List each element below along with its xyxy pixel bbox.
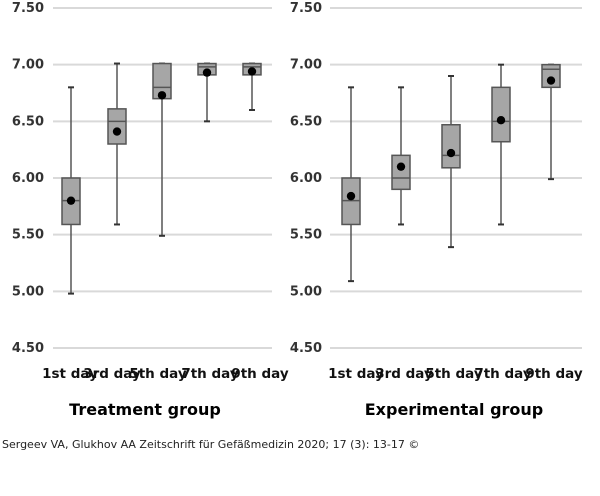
x-tick-label: 5th day bbox=[425, 366, 483, 382]
x-tick-label: 3rd day bbox=[375, 366, 433, 382]
box-2 bbox=[107, 62, 127, 226]
y-tick-label: 5.00 bbox=[12, 284, 44, 299]
x-tick-label: 3rd day bbox=[83, 366, 141, 382]
y-tick-label: 6.00 bbox=[12, 171, 44, 186]
y-tick-label: 6.50 bbox=[290, 114, 322, 129]
y-tick-label: 7.50 bbox=[290, 1, 322, 16]
x-tick-label: 1st day bbox=[42, 366, 98, 382]
box-1 bbox=[61, 86, 81, 295]
box-2 bbox=[391, 86, 411, 226]
y-tick-label: 7.00 bbox=[290, 58, 322, 73]
mean-marker bbox=[112, 127, 122, 136]
mean-marker bbox=[496, 116, 506, 125]
y-tick-label: 4.50 bbox=[12, 341, 44, 356]
y-tick-label: 4.50 bbox=[290, 341, 322, 356]
iqr-box bbox=[491, 86, 511, 143]
mean-marker bbox=[66, 196, 76, 205]
source-credit: Sergeev VA, Glukhov AA Zeitschrift für G… bbox=[2, 438, 420, 451]
mean-marker bbox=[396, 162, 406, 171]
iqr-box bbox=[441, 123, 461, 169]
y-tick-label: 5.50 bbox=[290, 228, 322, 243]
y-tick-label: 6.00 bbox=[290, 171, 322, 186]
box-4 bbox=[491, 63, 511, 226]
x-tick-label: 5th day bbox=[129, 366, 187, 382]
y-tick-label: 7.00 bbox=[12, 58, 44, 73]
iqr-box bbox=[541, 63, 561, 89]
x-tick-label: 9th day bbox=[231, 366, 289, 382]
y-tick-label: 6.50 bbox=[12, 114, 44, 129]
mean-marker bbox=[247, 67, 257, 76]
box-5 bbox=[242, 62, 262, 111]
y-tick-label: 7.50 bbox=[12, 1, 44, 16]
x-tick-label: 7th day bbox=[181, 366, 239, 382]
y-tick-label: 5.00 bbox=[290, 284, 322, 299]
iqr-box bbox=[107, 108, 127, 145]
box-3 bbox=[441, 75, 461, 249]
box-5 bbox=[541, 63, 561, 181]
x-tick-label: 9th day bbox=[525, 366, 583, 382]
x-tick-label: 7th day bbox=[474, 366, 532, 382]
y-tick-label: 5.50 bbox=[12, 228, 44, 243]
box-3 bbox=[152, 62, 172, 237]
mean-marker bbox=[446, 148, 456, 158]
mean-marker bbox=[546, 76, 556, 85]
box-1 bbox=[341, 86, 361, 283]
mean-marker bbox=[157, 91, 167, 100]
box-4 bbox=[197, 62, 217, 123]
mean-marker bbox=[346, 191, 356, 201]
iqr-box bbox=[391, 154, 411, 191]
panel-title: Treatment group bbox=[69, 400, 221, 419]
mean-marker bbox=[202, 68, 212, 77]
panel-title: Experimental group bbox=[365, 400, 544, 419]
x-tick-label: 1st day bbox=[328, 366, 384, 382]
